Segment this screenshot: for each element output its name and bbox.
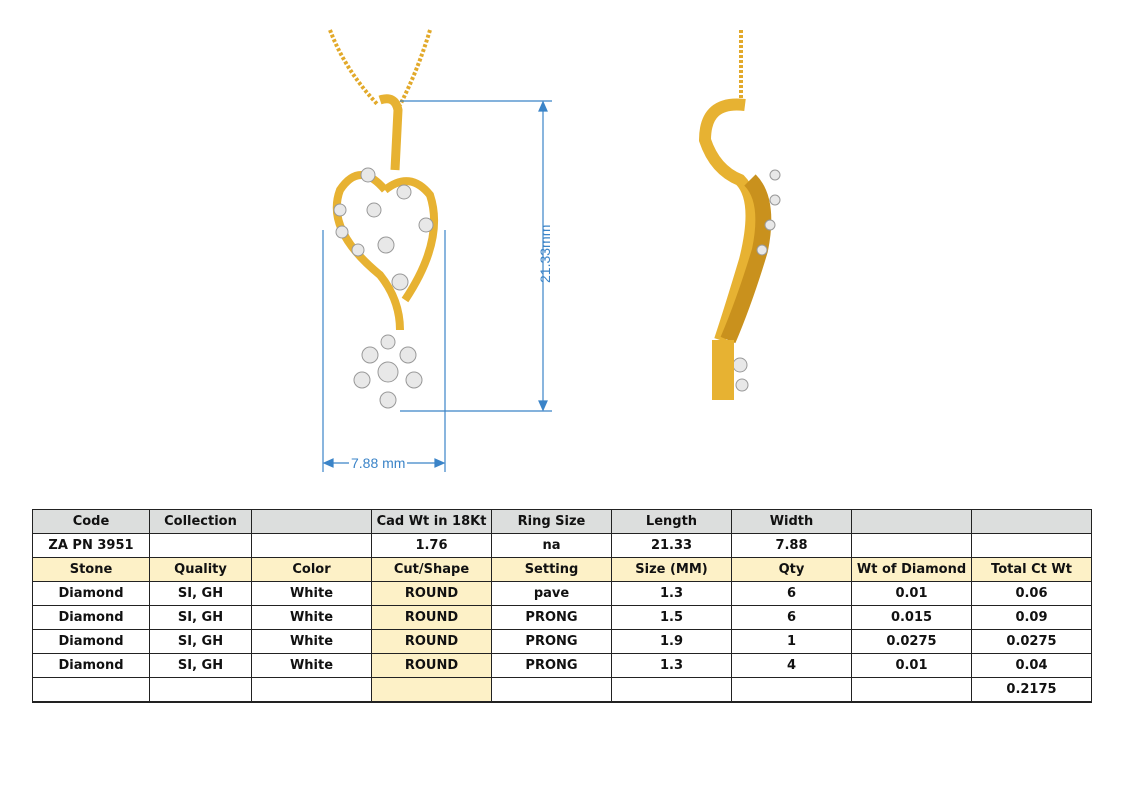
table-cell: Color xyxy=(251,557,372,582)
table-cell xyxy=(851,509,972,534)
table-cell: 0.2175 xyxy=(971,677,1092,703)
table-cell: Total Ct Wt xyxy=(971,557,1092,582)
table-cell: SI, GH xyxy=(149,629,252,654)
table-cell xyxy=(149,533,252,558)
table-cell: 1.76 xyxy=(371,533,492,558)
stone-header-row: Stone Quality Color Cut/Shape Setting Size (M… xyxy=(32,557,1092,582)
table-cell: Quality xyxy=(149,557,252,582)
table-cell: 6 xyxy=(731,605,852,630)
table-cell: Setting xyxy=(491,557,612,582)
stone-row: Diamond SI, GH White ROUND pave 1.3 6 0.01 0.06 xyxy=(32,581,1092,606)
total-row: 0.2175 xyxy=(32,677,1092,703)
table-cell: White xyxy=(251,629,372,654)
table-cell xyxy=(731,677,852,703)
table-cell: Cut/Shape xyxy=(371,557,492,582)
table-cell: 0.06 xyxy=(971,581,1092,606)
table-cell: Width xyxy=(731,509,852,534)
front-view-pendant xyxy=(328,29,439,409)
table-cell: 7.88 xyxy=(731,533,852,558)
stone-row: Diamond SI, GH White ROUND PRONG 1.9 1 0.0275 0.… xyxy=(32,629,1092,654)
table-cell: ROUND xyxy=(371,653,492,678)
table-cell: 0.0275 xyxy=(851,629,972,654)
table-cell: ZA PN 3951 xyxy=(32,533,150,558)
dimension-lines xyxy=(322,100,552,472)
table-cell xyxy=(251,677,372,703)
table-cell: Diamond xyxy=(32,581,150,606)
table-cell: White xyxy=(251,653,372,678)
stone-row: Diamond SI, GH White ROUND PRONG 1.5 6 0.015 0.0… xyxy=(32,605,1092,630)
table-cell: 1.9 xyxy=(611,629,732,654)
table-cell: 0.04 xyxy=(971,653,1092,678)
length-dimension-label: 21.33mm xyxy=(537,224,553,283)
table-cell xyxy=(371,677,492,703)
table-cell: 1.3 xyxy=(611,653,732,678)
table-cell xyxy=(32,677,150,703)
table-cell: Size (MM) xyxy=(611,557,732,582)
values-row: ZA PN 3951 1.76 na 21.33 7.88 xyxy=(32,533,1092,558)
table-cell: 1.3 xyxy=(611,581,732,606)
table-cell xyxy=(251,509,372,534)
table-cell: SI, GH xyxy=(149,653,252,678)
table-cell xyxy=(149,677,252,703)
pendant-illustration xyxy=(322,29,781,472)
table-cell: 6 xyxy=(731,581,852,606)
table-cell: SI, GH xyxy=(149,581,252,606)
table-cell: Diamond xyxy=(32,629,150,654)
table-cell xyxy=(491,677,612,703)
table-cell: 0.0275 xyxy=(971,629,1092,654)
table-cell: 0.09 xyxy=(971,605,1092,630)
table-cell: Code xyxy=(32,509,150,534)
table-cell: PRONG xyxy=(491,653,612,678)
side-view-pendant xyxy=(698,30,781,400)
header-row: Code Collection Cad Wt in 18Kt Ring Size Len… xyxy=(32,509,1092,534)
table-cell: Length xyxy=(611,509,732,534)
table-cell: 1.5 xyxy=(611,605,732,630)
table-cell: Stone xyxy=(32,557,150,582)
table-cell: Diamond xyxy=(32,653,150,678)
table-cell xyxy=(851,677,972,703)
table-cell: Ring Size xyxy=(491,509,612,534)
table-cell: Qty xyxy=(731,557,852,582)
table-cell: 0.015 xyxy=(851,605,972,630)
table-cell xyxy=(851,533,972,558)
table-cell xyxy=(251,533,372,558)
table-cell: 21.33 xyxy=(611,533,732,558)
table-cell: SI, GH xyxy=(149,605,252,630)
stone-row: Diamond SI, GH White ROUND PRONG 1.3 4 0.01 0.04 xyxy=(32,653,1092,678)
table-cell xyxy=(971,533,1092,558)
table-cell: na xyxy=(491,533,612,558)
table-cell: 1 xyxy=(731,629,852,654)
table-cell: Cad Wt in 18Kt xyxy=(371,509,492,534)
table-cell xyxy=(611,677,732,703)
table-cell: 0.01 xyxy=(851,581,972,606)
table-cell: 4 xyxy=(731,653,852,678)
table-cell: Wt of Diamond xyxy=(851,557,972,582)
spec-table: Code Collection Cad Wt in 18Kt Ring Size Len… xyxy=(32,509,1092,703)
table-cell: Collection xyxy=(149,509,252,534)
width-dimension-label: 7.88 mm xyxy=(349,455,408,471)
table-cell: ROUND xyxy=(371,605,492,630)
table-cell: PRONG xyxy=(491,605,612,630)
table-cell xyxy=(971,509,1092,534)
table-cell: 0.01 xyxy=(851,653,972,678)
table-cell: White xyxy=(251,605,372,630)
table-cell: Diamond xyxy=(32,605,150,630)
table-cell: White xyxy=(251,581,372,606)
table-cell: PRONG xyxy=(491,629,612,654)
table-cell: ROUND xyxy=(371,629,492,654)
table-cell: pave xyxy=(491,581,612,606)
table-cell: ROUND xyxy=(371,581,492,606)
